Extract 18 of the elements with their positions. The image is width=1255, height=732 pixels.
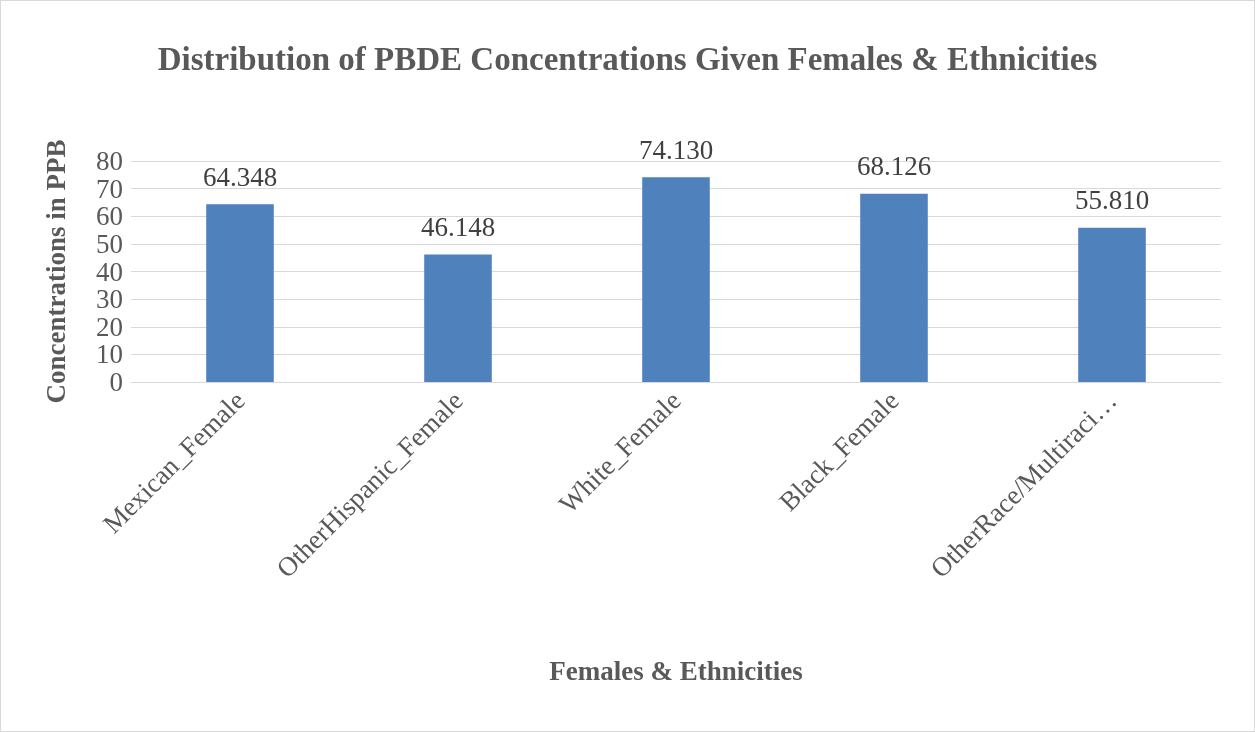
y-tick-label: 70 (96, 173, 123, 204)
y-tick-label: 80 (96, 146, 123, 176)
bar (642, 177, 710, 382)
data-label: 68.126 (856, 151, 932, 182)
y-tick-label: 10 (96, 339, 123, 370)
x-axis-title: Females & Ethnicities (549, 655, 803, 686)
y-tick-label: 0 (109, 367, 123, 397)
bar (206, 204, 274, 382)
data-label: 46.148 (420, 212, 496, 243)
y-axis-title: Concentrations in PPB (40, 139, 71, 404)
bar (424, 254, 492, 382)
y-tick-label: 40 (96, 256, 123, 287)
data-label: 74.130 (638, 134, 714, 165)
bar (1078, 227, 1146, 382)
data-label: 55.810 (1074, 185, 1150, 216)
data-label: 64.348 (202, 161, 278, 192)
chart-title: Distribution of PBDE Concentrations Given Females & Ethnicities (157, 41, 1098, 77)
bar (860, 193, 928, 382)
